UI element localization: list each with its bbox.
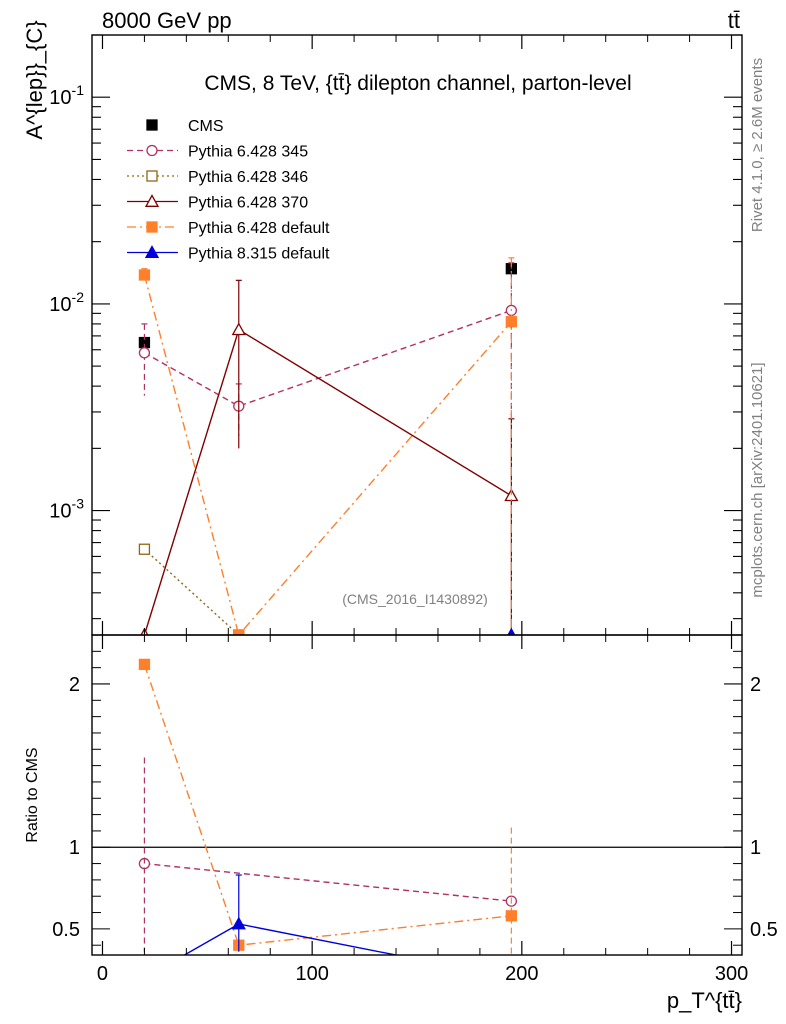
rtick-label-r-2: 2 xyxy=(750,674,761,696)
xtick-label-0: 0 xyxy=(97,963,108,985)
legend-marker-pythia-6-428-345 xyxy=(146,144,158,157)
ytick-label-0: 10-3 xyxy=(49,496,84,523)
rtick-label-r-1: 1 xyxy=(750,837,761,859)
marker-pythia-6-428-345-0 xyxy=(138,347,151,359)
ytick-label-exp-2: -1 xyxy=(72,82,85,98)
legend: CMS Pythia 6.428 345 Pythia 6.428 346 Pythi… xyxy=(127,118,330,263)
ratio-line-pythia-6-428-default xyxy=(143,664,512,946)
rtick-label-l-2: 2 xyxy=(69,674,80,696)
ytick-label-exp-0: -3 xyxy=(72,496,85,512)
xtick-label-2: 200 xyxy=(505,963,538,985)
side-label-bottom: mcplots.cern.ch [arXiv:2401.10621] xyxy=(749,362,766,597)
marker-pythia-6-428-346-0 xyxy=(138,543,151,555)
marker-pythia-6-428-370-1 xyxy=(231,322,246,336)
legend-marker-cms xyxy=(146,119,158,131)
legend-label-pythia-6-428-default: Pythia 6.428 default xyxy=(188,220,330,237)
side-label-top: Rivet 4.1.0, ≥ 2.6M events xyxy=(749,58,766,232)
legend-label-pythia-6-428-346: Pythia 6.428 346 xyxy=(188,169,308,186)
rtick-label-r-0: 0.5 xyxy=(750,919,778,941)
rtick-label-l-0: 0.5 xyxy=(52,919,80,941)
ratio-marker-pythia-6-428-default-0 xyxy=(138,658,151,671)
y-axis-label: A^{lep}}_{C} xyxy=(22,20,47,139)
legend-marker-pythia-8-315-default xyxy=(144,245,160,258)
legend-label-cms: CMS xyxy=(188,118,224,135)
ytick-label-1: 10-2 xyxy=(49,289,84,316)
legend-label-pythia-6-428-370: Pythia 6.428 370 xyxy=(188,195,308,212)
xtick-label-3: 300 xyxy=(715,963,748,985)
chart-title: CMS, 8 TeV, {tt̄} dilepton channel, part… xyxy=(204,72,631,95)
header-right: tt̄ xyxy=(728,8,740,33)
xtick-label-1: 100 xyxy=(295,963,328,985)
header-left: 8000 GeV pp xyxy=(102,8,232,33)
legend-marker-pythia-6-428-370 xyxy=(144,194,160,207)
line-pythia-6-428-default xyxy=(143,274,512,635)
marker-pythia-6-428-default-2 xyxy=(505,316,518,328)
marker-pythia-6-428-default-1 xyxy=(233,629,245,635)
legend-marker-pythia-6-428-default xyxy=(146,221,158,233)
ytick-label-exp-1: -2 xyxy=(72,289,85,305)
ratio-axis-label: Ratio to CMS xyxy=(24,747,41,842)
rtick-label-l-1: 1 xyxy=(69,837,80,859)
line-pythia-6-428-346 xyxy=(143,548,240,635)
ratio-frame xyxy=(91,634,743,956)
line-pythia-6-428-345 xyxy=(144,309,512,407)
legend-label-pythia-8-315-default: Pythia 8.315 default xyxy=(188,246,330,263)
ytick-label-2: 10-1 xyxy=(49,82,84,109)
marker-pythia-6-428-default-0 xyxy=(138,269,151,281)
watermark: (CMS_2016_I1430892) xyxy=(342,591,488,607)
ratio-line-pythia-6-428-345 xyxy=(144,862,512,902)
legend-label-pythia-6-428-345: Pythia 6.428 345 xyxy=(188,144,308,161)
legend-marker-pythia-6-428-346 xyxy=(146,170,158,182)
x-axis-label: p_T^{tt̄} xyxy=(667,988,742,1013)
